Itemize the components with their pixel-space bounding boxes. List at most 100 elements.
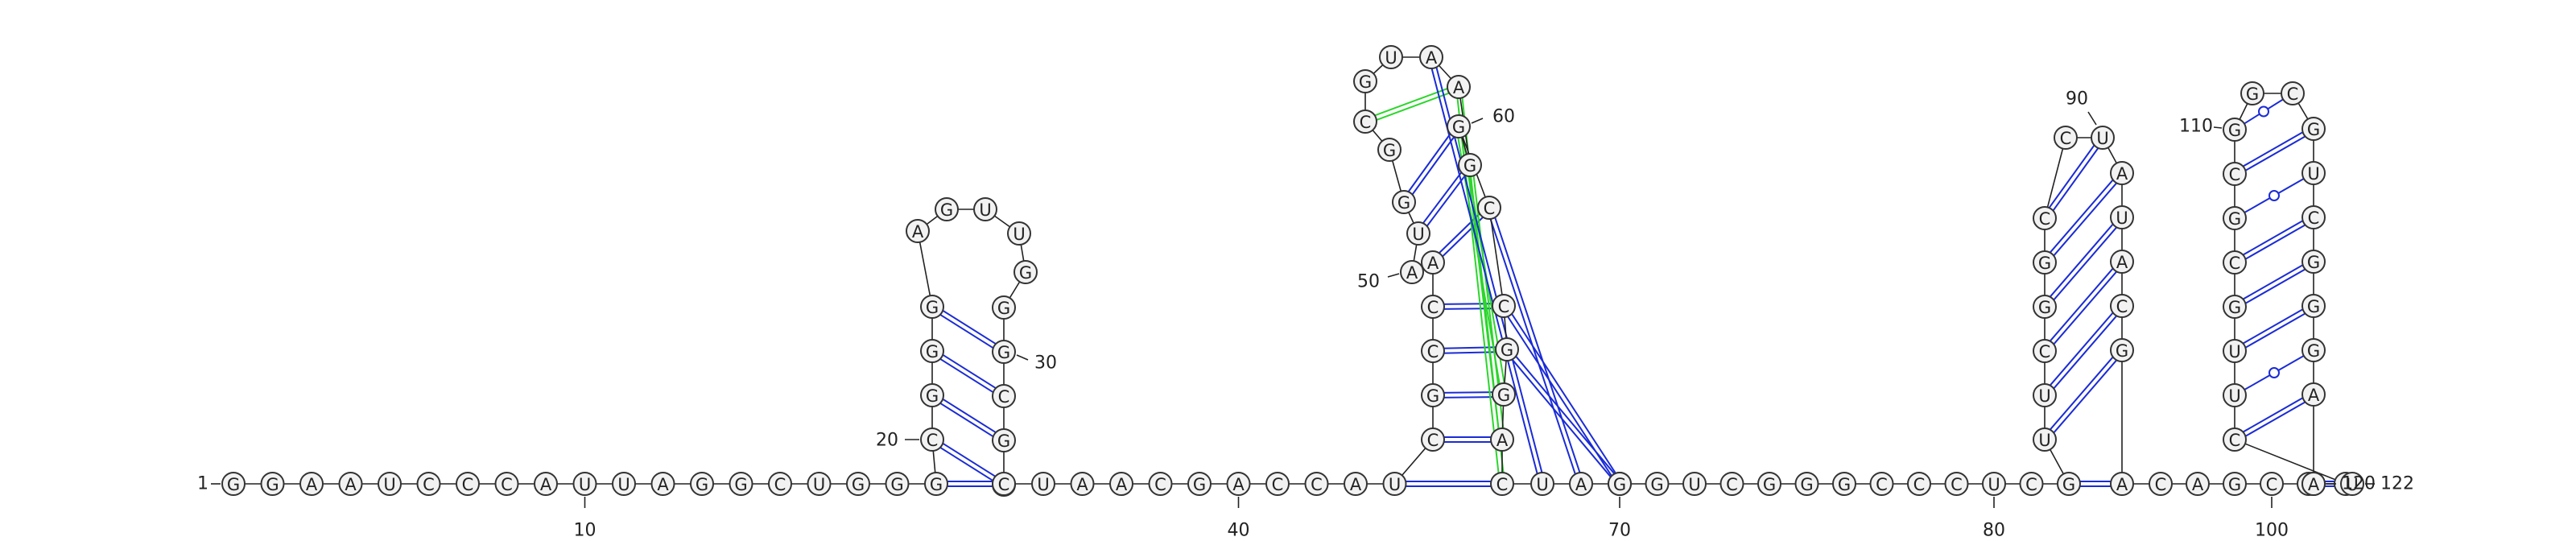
nucleotide-circle [1682, 472, 1707, 496]
nucleotide-letter: G [2038, 298, 2051, 317]
nucleotide-circle [768, 472, 792, 496]
nucleotide: G [920, 295, 944, 319]
nucleotide: A [2110, 250, 2134, 274]
nucleotide: U [2110, 205, 2134, 229]
nucleotide: U [2301, 161, 2326, 185]
nucleotide-letter: C [423, 475, 435, 494]
nucleotide-circle [1419, 45, 1443, 69]
pair-line [933, 348, 1006, 395]
nucleotide-letter: G [1019, 263, 1032, 283]
position-label: 110 [2179, 117, 2213, 137]
nucleotide-circle [1421, 339, 1445, 363]
nucleotide-letter: C [462, 475, 474, 494]
nucleotide-letter: C [2308, 209, 2320, 228]
nucleotide-letter: G [1359, 72, 1372, 92]
pair-line [2233, 214, 2314, 262]
base-pair-canonical [2233, 391, 2315, 443]
nucleotide-letter: G [266, 475, 279, 494]
nucleotide-letter: G [2038, 254, 2051, 273]
nucleotide: U [1379, 45, 1403, 69]
pair-line [930, 308, 1003, 355]
nucleotide: U [1007, 221, 1031, 246]
nucleotide-letter: U [383, 475, 395, 494]
base-pair-canonical [2041, 215, 2125, 309]
nucleotide: A [1400, 260, 1424, 284]
nucleotide: G [2223, 206, 2247, 230]
nucleotide-circle [1492, 294, 1516, 318]
nucleotide-letter: C [1360, 113, 1372, 132]
nucleotide: A [2110, 161, 2134, 185]
nucleotide: G [1353, 69, 1377, 93]
nucleotide-circle [1070, 472, 1095, 496]
nucleotide-circle [2240, 81, 2264, 105]
nucleotide: G [2240, 81, 2264, 105]
pair-line [1401, 124, 1458, 201]
nucleotide-letter: C [1272, 475, 1284, 494]
nucleotide: G [1495, 337, 1519, 361]
pair-line [2235, 395, 2315, 443]
nucleotide-letter: G [1613, 475, 1626, 494]
nucleotide-circle [1495, 337, 1519, 361]
nucleotide-letter: C [1154, 475, 1166, 494]
pair-line [1490, 206, 1584, 484]
nucleotide-letter: U [2228, 386, 2240, 406]
nucleotide-letter: A [1426, 48, 1438, 68]
pair-line [2041, 304, 2121, 394]
base-pair-canonical [2233, 126, 2315, 177]
position-number: 80 [1983, 497, 2005, 541]
base-pair-canonical [2041, 304, 2125, 398]
backbone-layer [233, 56, 2352, 485]
nucleotide-circle [1226, 472, 1251, 496]
nucleotide: G [1013, 260, 1038, 284]
nucleotide-circle [2186, 472, 2210, 496]
nucleotide-letter: C [1427, 342, 1439, 361]
nucleotide-letter: G [1426, 386, 1439, 406]
position-tick [2087, 111, 2097, 126]
nucleotide: C [456, 472, 480, 496]
position-tick [1471, 118, 1484, 124]
nucleotide-circle [2260, 472, 2284, 496]
nucleotide-letter: G [997, 432, 1010, 451]
nucleotide-circle [1382, 472, 1407, 496]
nucleotide: C [1477, 196, 1501, 220]
nucleotide-letter: G [1497, 386, 1510, 405]
position-label: 60 [1492, 107, 1515, 127]
nucleotide-circle [2223, 339, 2247, 363]
nucleotide-letter: C [1498, 297, 1510, 316]
nucleotide-circle [2110, 250, 2134, 274]
nucleotide-letter: A [2308, 386, 2320, 405]
nucleotide: C [768, 472, 792, 496]
position-label: 20 [876, 431, 898, 451]
nucleotide: C [1907, 472, 1931, 496]
nucleotide-circle [2223, 206, 2247, 230]
nucleotide-circle [338, 472, 363, 496]
nucleotide-letter: C [2025, 475, 2037, 494]
nucleotide-circle [2223, 162, 2247, 186]
nucleotide-letter: G [1763, 475, 1776, 494]
nucleotide-circle [1353, 69, 1377, 93]
pair-line [2235, 130, 2315, 177]
nucleotide: C [1421, 339, 1445, 363]
position-number: 20 [876, 431, 919, 451]
nucleotide: G [1377, 138, 1402, 162]
pair-line [1428, 57, 1542, 485]
nucleotide-circle [2301, 294, 2326, 318]
nucleotide-circle [935, 197, 959, 221]
pair-line [1508, 347, 1623, 483]
nucleotide-circle [920, 427, 944, 452]
nucleotide-circle [1645, 472, 1670, 496]
backbone-link [2044, 137, 2066, 219]
nucleotide: A [1419, 45, 1443, 69]
nucleotide-circle [1265, 472, 1290, 496]
nucleotide-letter: A [1232, 475, 1245, 494]
nucleotide-letter: G [2228, 121, 2241, 140]
nucleotide-letter: C [2229, 254, 2241, 273]
nucleotide: G [1794, 472, 1819, 496]
base-pair-canonical [1428, 56, 1546, 485]
nucleotide-letter: U [617, 475, 630, 494]
nucleotide: G [2301, 250, 2326, 274]
nucleotide-circle [2301, 472, 2326, 496]
nucleotide-circle [2223, 427, 2247, 452]
nucleotide-circle [1148, 472, 1173, 496]
